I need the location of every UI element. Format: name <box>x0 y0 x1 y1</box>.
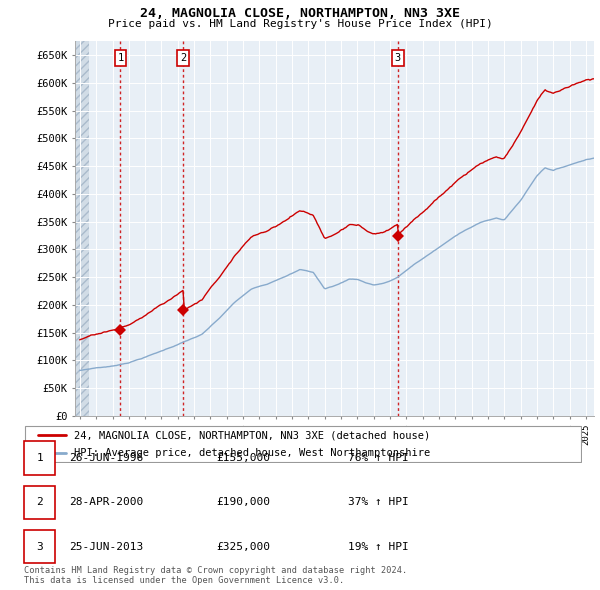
Text: HPI: Average price, detached house, West Northamptonshire: HPI: Average price, detached house, West… <box>74 448 430 458</box>
Bar <box>75 41 89 416</box>
Text: Contains HM Land Registry data © Crown copyright and database right 2024.
This d: Contains HM Land Registry data © Crown c… <box>24 566 407 585</box>
Text: 1: 1 <box>36 453 43 463</box>
Text: 28-APR-2000: 28-APR-2000 <box>69 497 143 507</box>
Text: 1: 1 <box>117 53 124 63</box>
Text: 3: 3 <box>36 542 43 552</box>
Text: 19% ↑ HPI: 19% ↑ HPI <box>348 542 409 552</box>
Text: 76% ↑ HPI: 76% ↑ HPI <box>348 453 409 463</box>
Text: 24, MAGNOLIA CLOSE, NORTHAMPTON, NN3 3XE: 24, MAGNOLIA CLOSE, NORTHAMPTON, NN3 3XE <box>140 7 460 20</box>
Bar <box>75 41 89 416</box>
Text: £325,000: £325,000 <box>216 542 270 552</box>
Text: 26-JUN-1996: 26-JUN-1996 <box>69 453 143 463</box>
Text: 2: 2 <box>36 497 43 507</box>
Text: 37% ↑ HPI: 37% ↑ HPI <box>348 497 409 507</box>
Text: £155,000: £155,000 <box>216 453 270 463</box>
Text: Price paid vs. HM Land Registry's House Price Index (HPI): Price paid vs. HM Land Registry's House … <box>107 19 493 29</box>
Text: £190,000: £190,000 <box>216 497 270 507</box>
Text: 24, MAGNOLIA CLOSE, NORTHAMPTON, NN3 3XE (detached house): 24, MAGNOLIA CLOSE, NORTHAMPTON, NN3 3XE… <box>74 430 430 440</box>
Text: 25-JUN-2013: 25-JUN-2013 <box>69 542 143 552</box>
Text: 3: 3 <box>395 53 401 63</box>
Text: 2: 2 <box>180 53 186 63</box>
FancyBboxPatch shape <box>25 425 581 463</box>
